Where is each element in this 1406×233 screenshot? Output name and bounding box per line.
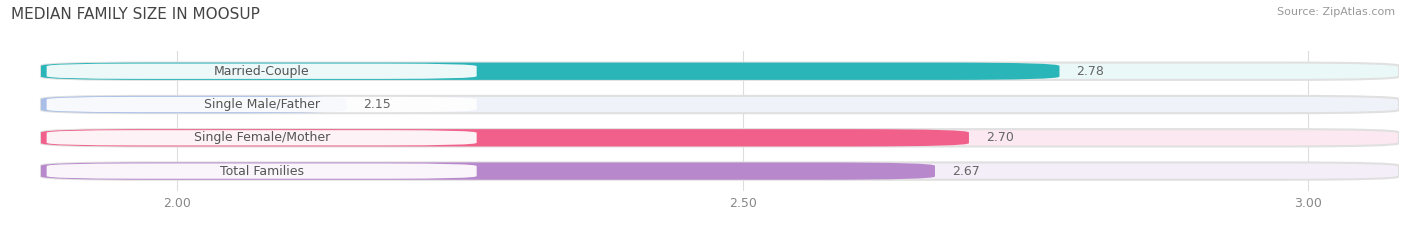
Text: Source: ZipAtlas.com: Source: ZipAtlas.com [1277, 7, 1395, 17]
Text: Married-Couple: Married-Couple [214, 65, 309, 78]
FancyBboxPatch shape [46, 97, 477, 112]
Text: 2.70: 2.70 [986, 131, 1014, 144]
FancyBboxPatch shape [46, 64, 477, 79]
FancyBboxPatch shape [41, 162, 1399, 180]
Text: Single Female/Mother: Single Female/Mother [194, 131, 330, 144]
FancyBboxPatch shape [41, 129, 1399, 147]
Text: Single Male/Father: Single Male/Father [204, 98, 319, 111]
FancyBboxPatch shape [41, 63, 1399, 80]
FancyBboxPatch shape [46, 130, 477, 145]
FancyBboxPatch shape [41, 63, 1060, 80]
FancyBboxPatch shape [41, 96, 346, 113]
FancyBboxPatch shape [41, 162, 935, 180]
Text: Total Families: Total Families [219, 164, 304, 178]
Text: 2.15: 2.15 [364, 98, 391, 111]
Text: MEDIAN FAMILY SIZE IN MOOSUP: MEDIAN FAMILY SIZE IN MOOSUP [11, 7, 260, 22]
FancyBboxPatch shape [41, 129, 969, 147]
FancyBboxPatch shape [46, 163, 477, 179]
Text: 2.78: 2.78 [1077, 65, 1104, 78]
FancyBboxPatch shape [41, 96, 1399, 113]
Text: 2.67: 2.67 [952, 164, 980, 178]
